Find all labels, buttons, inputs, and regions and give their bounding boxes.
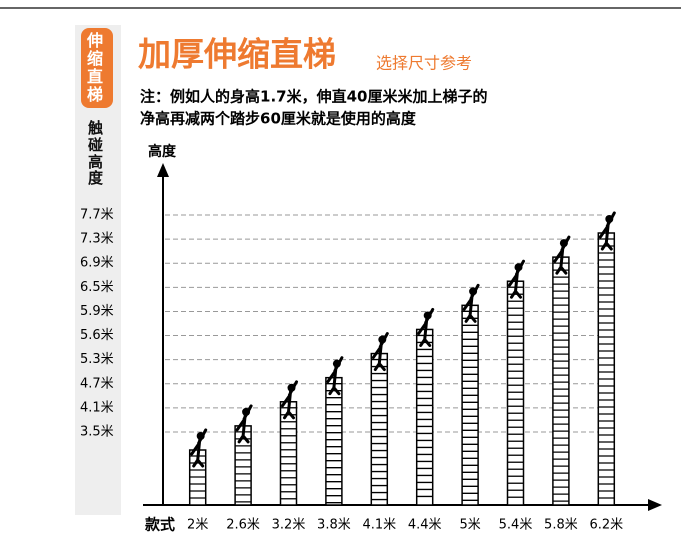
ladder-bar [552, 256, 570, 506]
x-tick-label: 6.2米 [589, 518, 623, 533]
x-tick-label: 4.1米 [362, 518, 396, 533]
side-label: 触碰高度 [88, 119, 104, 188]
ladder-bar [415, 328, 434, 506]
y-tick-label: 7.7米 [80, 208, 114, 223]
ladder-bar [461, 304, 479, 506]
x-axis-label: 款式 [145, 516, 175, 534]
y-tick-label: 5.3米 [80, 352, 114, 367]
y-axis-label: 高度 [148, 143, 177, 160]
title: 加厚伸缩直梯 [138, 35, 336, 74]
person-body [190, 428, 208, 468]
ladder [506, 259, 525, 506]
x-tick-label: 2.6米 [226, 518, 260, 533]
y-tick-label: 6.5米 [80, 280, 114, 295]
ladder [279, 380, 298, 506]
note-line: 净高再减两个踏步60厘米就是使用的高度 [140, 110, 417, 128]
side-badge [81, 28, 113, 108]
y-tick-label: 3.5米 [80, 425, 114, 440]
x-tick-label: 5.4米 [499, 518, 533, 533]
x-tick-label: 2米 [187, 518, 208, 533]
ladder [188, 428, 208, 506]
y-tick-label: 6.9米 [80, 256, 114, 271]
ladder [415, 307, 435, 506]
person-body [371, 332, 389, 372]
person-body [598, 211, 616, 251]
ladder-bar [325, 376, 343, 506]
x-tick-label: 3.2米 [272, 518, 306, 533]
ladder [461, 283, 480, 506]
y-tick-label: 7.3米 [80, 232, 114, 247]
person-body [281, 380, 298, 420]
ladder [370, 332, 389, 506]
person-body [235, 404, 253, 444]
note-line: 注：例如人的身高1.7米，伸直40厘米米加上梯子的 [140, 88, 487, 106]
side-title: 伸缩直梯 [87, 31, 104, 104]
ladder [325, 356, 344, 506]
person-body [462, 283, 480, 323]
person-body [417, 307, 435, 347]
x-arrow [648, 499, 662, 511]
y-tick-label: 4.7米 [80, 376, 114, 391]
y-tick-label: 4.1米 [80, 400, 114, 415]
x-tick-label: 5米 [459, 518, 480, 533]
person-body [508, 259, 525, 299]
subtitle: 选择尺寸参考 [376, 54, 472, 73]
ladder [597, 211, 616, 506]
ladder [552, 235, 571, 506]
person-body [553, 235, 571, 275]
y-tick-label: 5.6米 [80, 328, 114, 343]
x-tick-label: 4.4米 [408, 518, 442, 533]
x-tick-label: 5.8米 [544, 518, 578, 533]
ladder [234, 404, 253, 506]
y-arrow [157, 163, 169, 177]
y-tick-label: 5.9米 [80, 304, 114, 319]
person-body [326, 356, 344, 396]
x-tick-label: 3.8米 [317, 518, 351, 533]
